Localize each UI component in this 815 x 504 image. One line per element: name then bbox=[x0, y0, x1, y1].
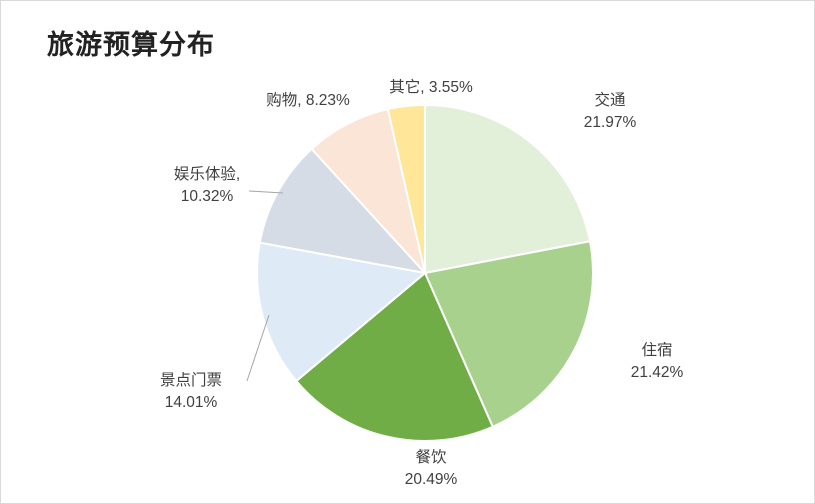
pie-slice-1 bbox=[423, 240, 594, 429]
data-label-1: 住宿 21.42% bbox=[631, 341, 684, 381]
chart-title: 旅游预算分布 bbox=[47, 30, 215, 61]
leader-line-4 bbox=[248, 190, 284, 194]
data-label-2: 餐饮 20.49% bbox=[405, 448, 458, 488]
pie-slice-3 bbox=[256, 241, 428, 383]
pie-slice-0 bbox=[424, 103, 592, 275]
pie-slice-6 bbox=[386, 103, 426, 274]
data-label-4: 娱乐体验, 10.32% bbox=[174, 165, 240, 205]
leader-line-3 bbox=[246, 314, 270, 382]
data-label-6: 其它, 3.55% bbox=[389, 78, 473, 96]
pie-slice-2 bbox=[294, 271, 495, 442]
data-label-5: 购物, 8.23% bbox=[266, 91, 350, 109]
data-label-3: 景点门票 14.01% bbox=[160, 371, 222, 411]
data-label-0: 交通 21.97% bbox=[584, 91, 637, 131]
pie-slice-4 bbox=[258, 147, 428, 275]
